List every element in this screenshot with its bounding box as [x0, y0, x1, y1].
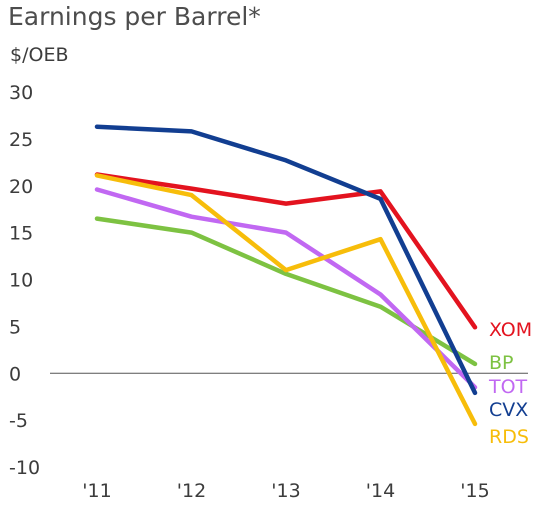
x-tick-label: '15: [460, 480, 489, 502]
series-line-xom: [94, 172, 478, 330]
y-axis-label: $/OEB: [10, 44, 69, 66]
series-label-cvx: CVX: [489, 399, 528, 421]
x-tick-label: '13: [271, 480, 300, 502]
series-label-rds: RDS: [489, 426, 529, 448]
series-line-tot: [94, 187, 478, 390]
y-tick-label: 25: [9, 129, 33, 151]
series-line-rds: [94, 173, 478, 427]
series-label-xom: XOM: [489, 319, 532, 341]
x-tick-label: '14: [366, 480, 395, 502]
x-tick-label: '12: [177, 480, 206, 502]
y-tick-label: 30: [9, 82, 33, 104]
series-label-bp: BP: [489, 352, 514, 374]
series-label-tot: TOT: [488, 376, 528, 398]
x-tick-label: '11: [82, 480, 111, 502]
series-line-bp: [94, 216, 478, 367]
y-tick-label: 10: [9, 270, 33, 292]
y-tick-label: 0: [9, 363, 21, 385]
chart-title: Earnings per Barrel*: [8, 2, 261, 31]
y-tick-label: -5: [9, 410, 28, 432]
series-line-cvx: [94, 124, 478, 396]
y-tick-label: 20: [9, 176, 33, 198]
y-tick-label: 5: [9, 316, 21, 338]
y-tick-label: -10: [9, 457, 40, 479]
y-tick-label: 15: [9, 223, 33, 245]
